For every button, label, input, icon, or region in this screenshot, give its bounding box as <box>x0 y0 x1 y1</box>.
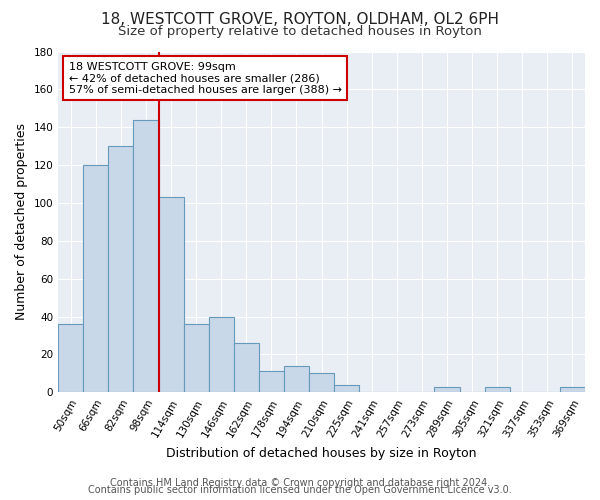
Bar <box>560 386 585 392</box>
Bar <box>234 343 259 392</box>
Bar <box>434 386 460 392</box>
Bar <box>209 316 234 392</box>
Bar <box>309 374 334 392</box>
Bar <box>109 146 133 392</box>
Text: Contains public sector information licensed under the Open Government Licence v3: Contains public sector information licen… <box>88 485 512 495</box>
Bar <box>334 385 359 392</box>
Bar <box>284 366 309 392</box>
Y-axis label: Number of detached properties: Number of detached properties <box>15 124 28 320</box>
Bar <box>133 120 158 392</box>
Bar <box>83 165 109 392</box>
Text: 18, WESTCOTT GROVE, ROYTON, OLDHAM, OL2 6PH: 18, WESTCOTT GROVE, ROYTON, OLDHAM, OL2 … <box>101 12 499 28</box>
Bar <box>259 372 284 392</box>
Bar <box>485 386 510 392</box>
Text: Size of property relative to detached houses in Royton: Size of property relative to detached ho… <box>118 25 482 38</box>
Text: Contains HM Land Registry data © Crown copyright and database right 2024.: Contains HM Land Registry data © Crown c… <box>110 478 490 488</box>
Text: 18 WESTCOTT GROVE: 99sqm
← 42% of detached houses are smaller (286)
57% of semi-: 18 WESTCOTT GROVE: 99sqm ← 42% of detach… <box>69 62 342 95</box>
Bar <box>58 324 83 392</box>
X-axis label: Distribution of detached houses by size in Royton: Distribution of detached houses by size … <box>166 447 477 460</box>
Bar <box>158 198 184 392</box>
Bar <box>184 324 209 392</box>
